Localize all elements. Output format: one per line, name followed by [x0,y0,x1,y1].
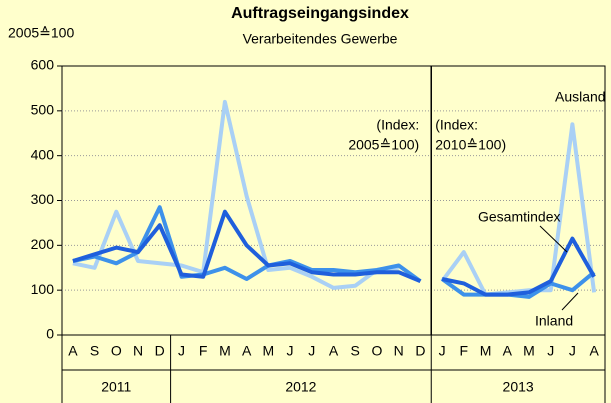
y-unit: 2005≙100 [8,25,74,41]
year-label: 2011 [101,379,131,395]
label-leader [561,292,579,311]
series-line [72,205,596,299]
x-tick-label: J [178,343,185,359]
x-tick-label: A [589,343,599,359]
x-tick-label: J [547,343,554,359]
y-tick-label: 200 [31,236,55,252]
x-tick-label: A [503,343,513,359]
y-tick-label: 0 [46,326,54,342]
x-tick-label: J [439,343,446,359]
x-tick-label: F [460,343,469,359]
x-tick-label: S [351,343,360,359]
x-tick-label: J [287,343,294,359]
index-base-note: 2010≙100) [435,137,506,153]
index-base-note: (Index: [435,117,478,133]
x-tick-label: O [371,343,382,359]
x-tick-label: D [415,343,425,359]
x-tick-label: M [523,343,535,359]
x-tick-label: A [68,343,78,359]
x-tick-label: M [219,343,231,359]
x-tick-label: O [111,343,122,359]
series-line [72,209,596,297]
series-line [72,99,597,297]
x-tick-label: F [199,343,208,359]
y-tick-label: 300 [31,191,55,207]
x-tick-label: J [308,343,315,359]
x-tick-label: M [263,343,275,359]
series-label: Ausland [555,89,606,105]
year-label: 2012 [285,379,316,395]
x-tick-label: N [133,343,143,359]
index-base-note: 2005≙100) [348,137,419,153]
y-tick-label: 100 [31,281,55,297]
chart-subtitle: Verarbeitendes Gewerbe [243,31,398,47]
x-tick-label: M [480,343,492,359]
series-label: Inland [535,313,573,329]
x-tick-label: A [329,343,339,359]
series-label: Gesamtindex [478,209,560,225]
x-tick-label: S [90,343,99,359]
x-tick-label: A [242,343,252,359]
label-leader [539,225,568,253]
index-base-note: (Index: [376,117,419,133]
x-tick-label: J [569,343,576,359]
x-tick-label: N [394,343,404,359]
chart-title: Auftragseingangsindex [231,5,409,22]
year-label: 2013 [503,379,534,395]
y-tick-label: 600 [31,57,55,73]
y-tick-label: 500 [31,102,55,118]
y-tick-label: 400 [31,146,55,162]
x-tick-label: D [155,343,165,359]
